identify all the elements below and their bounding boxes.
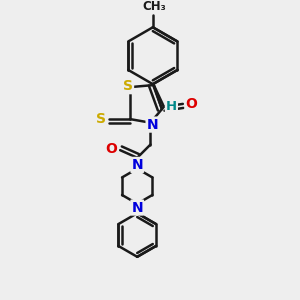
Text: S: S: [96, 112, 106, 126]
Text: CH₃: CH₃: [142, 0, 166, 13]
Text: N: N: [131, 158, 143, 172]
Text: O: O: [106, 142, 118, 156]
Text: N: N: [147, 118, 158, 132]
Text: O: O: [185, 97, 197, 111]
Text: H: H: [166, 100, 177, 113]
Text: S: S: [123, 79, 133, 93]
Text: N: N: [131, 200, 143, 214]
